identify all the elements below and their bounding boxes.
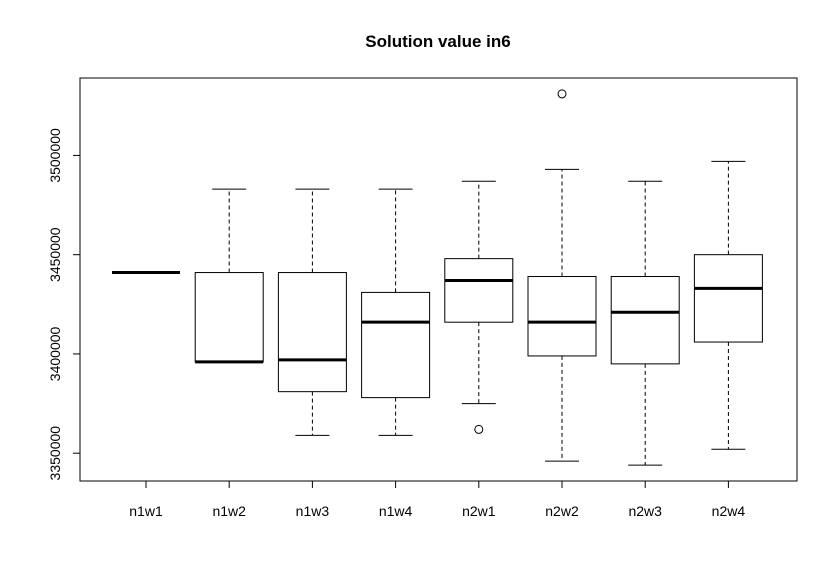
plot-frame bbox=[79, 77, 798, 482]
chart-title: Solution value in6 bbox=[365, 32, 510, 51]
x-tick-label: n2w3 bbox=[628, 503, 662, 519]
iqr-box bbox=[194, 272, 264, 363]
iqr-box bbox=[277, 272, 347, 393]
x-tick-label: n2w1 bbox=[462, 503, 496, 519]
iqr-box bbox=[444, 258, 514, 323]
x-tick-label: n1w4 bbox=[379, 503, 413, 519]
box-n1w4 bbox=[361, 188, 431, 436]
iqr-box bbox=[527, 276, 597, 357]
x-tick-label: n2w4 bbox=[712, 503, 746, 519]
x-tick-label: n1w2 bbox=[212, 503, 246, 519]
y-tick-label: 3400000 bbox=[47, 326, 63, 381]
x-tick-label: n1w3 bbox=[296, 503, 330, 519]
iqr-box bbox=[361, 291, 431, 399]
iqr-box bbox=[610, 276, 680, 365]
box-n2w1 bbox=[444, 180, 514, 434]
x-tick-label: n1w1 bbox=[129, 503, 163, 519]
y-axis: 3350000 3400000 3450000 3500000 bbox=[47, 128, 81, 481]
y-tick-label: 3350000 bbox=[47, 426, 63, 481]
box-n1w3 bbox=[277, 188, 347, 436]
outlier-point bbox=[557, 89, 567, 99]
x-axis: n1w1 n1w2 n1w3 n1w4 n2w1 n2w2 n2w3 n2w4 bbox=[129, 480, 746, 519]
y-tick-label: 3500000 bbox=[47, 128, 63, 183]
iqr-box bbox=[693, 254, 763, 343]
box-n2w3 bbox=[610, 180, 680, 466]
box-n2w4 bbox=[693, 160, 763, 450]
boxes-layer bbox=[112, 89, 763, 466]
y-tick-label: 3450000 bbox=[47, 227, 63, 282]
box-n1w2 bbox=[194, 188, 264, 364]
x-tick-label: n2w2 bbox=[545, 503, 579, 519]
outlier-point bbox=[474, 424, 484, 434]
box-n2w2 bbox=[527, 89, 597, 462]
